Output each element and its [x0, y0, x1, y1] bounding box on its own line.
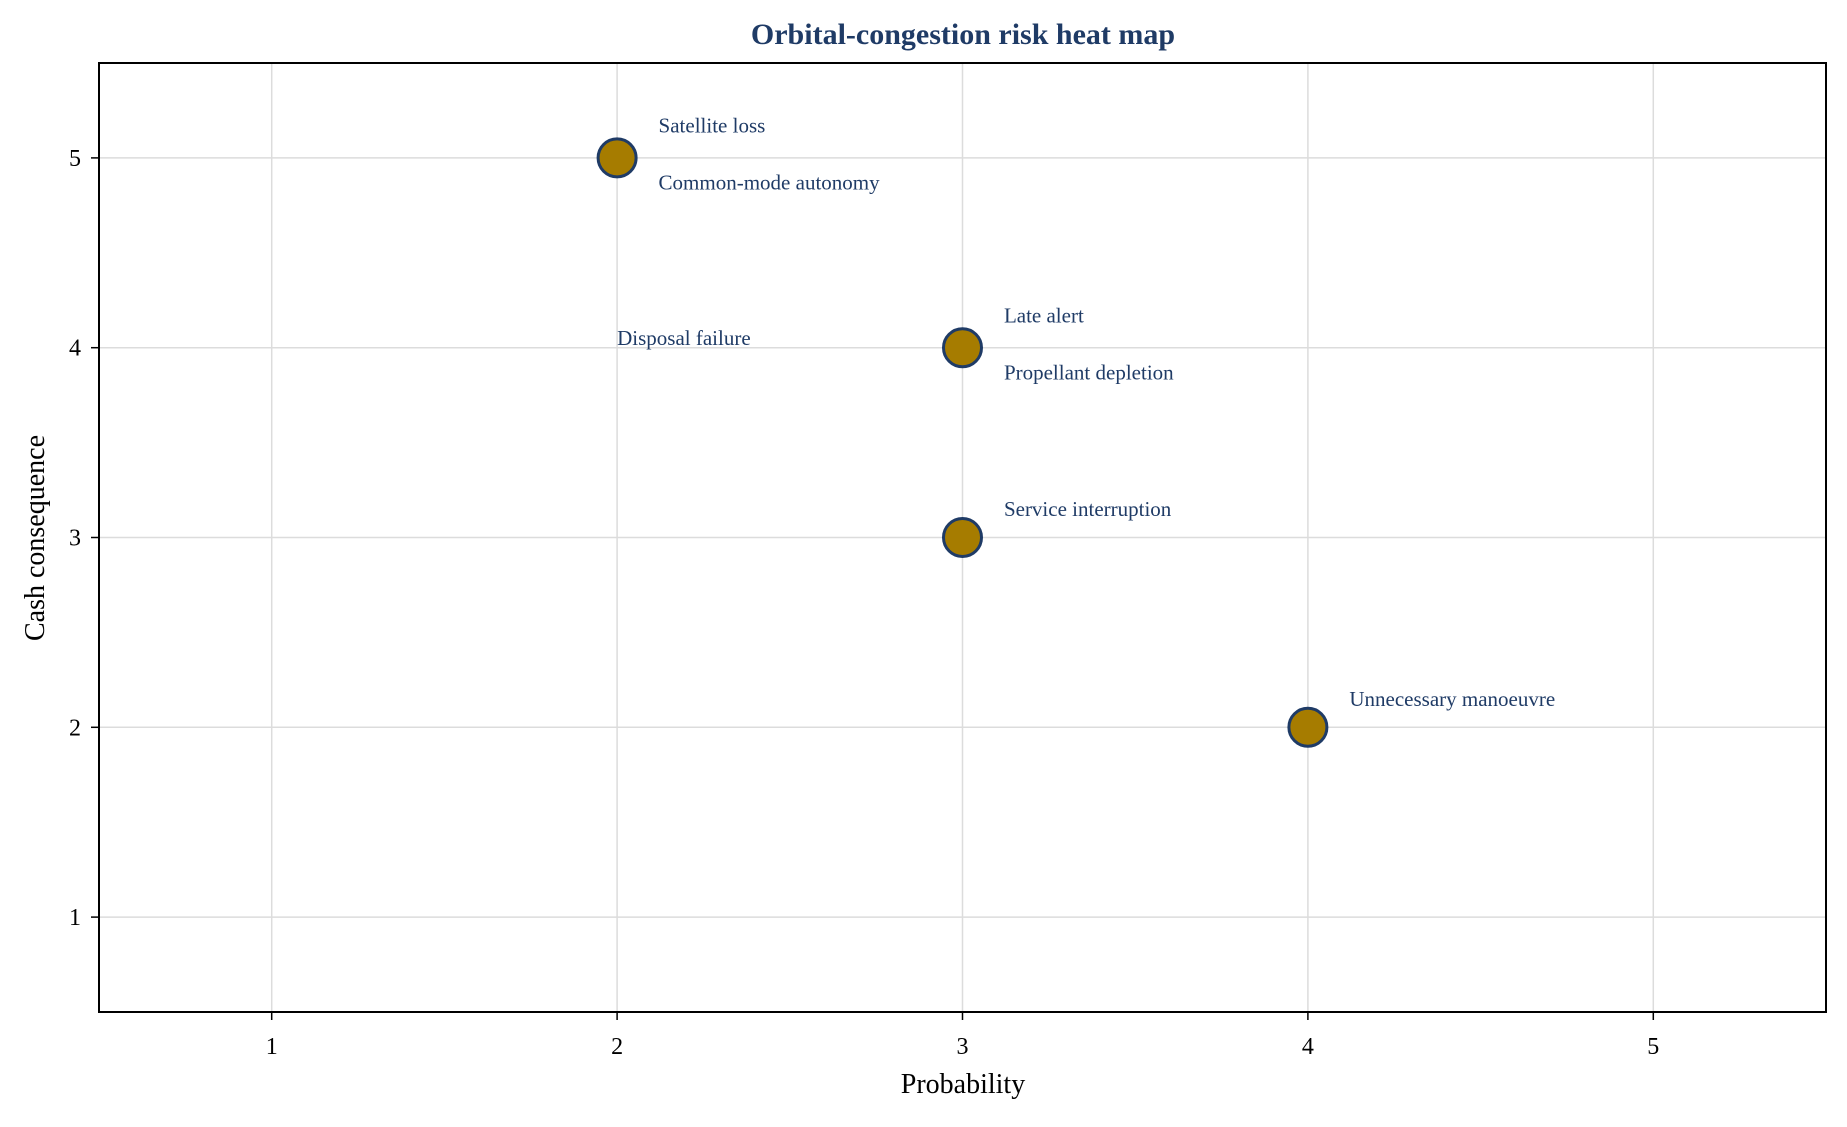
risk-annotation: Propellant depletion [1004, 360, 1174, 384]
risk-annotation: Service interruption [1004, 497, 1172, 521]
y-tick-label: 2 [69, 715, 81, 741]
x-tick-label: 1 [266, 1034, 278, 1060]
risk-point [596, 137, 638, 179]
y-axis-label: Cash consequence [20, 435, 51, 641]
risk-annotation: Common-mode autonomy [659, 171, 881, 195]
risk-annotation: Disposal failure [617, 326, 751, 350]
x-tick-label: 3 [957, 1034, 969, 1060]
x-tick-label: 2 [611, 1034, 623, 1060]
annotation-layer: Satellite loss Common-mode autonomy Dispos… [617, 114, 1555, 711]
risk-annotation: Satellite loss [659, 114, 766, 138]
risk-point [1287, 706, 1329, 748]
risk-annotation: Late alert [1004, 303, 1084, 327]
chart-title: Orbital-congestion risk heat map [751, 18, 1175, 51]
risk-point [942, 327, 983, 369]
y-tick-label: 1 [69, 905, 81, 931]
y-tick-label: 5 [69, 146, 81, 172]
y-tick-label: 3 [69, 526, 81, 552]
points-layer [596, 137, 1329, 748]
y-tick-label: 4 [69, 336, 81, 362]
x-tick-label: 5 [1647, 1034, 1659, 1060]
tick-layer: 1 2 3 4 5 1 2 3 4 5 [69, 146, 1659, 1060]
x-tick-label: 4 [1302, 1034, 1314, 1060]
risk-annotation: Unnecessary manoeuvre [1349, 687, 1555, 711]
risk-point [942, 517, 983, 558]
x-axis-label: Probability [901, 1069, 1025, 1100]
